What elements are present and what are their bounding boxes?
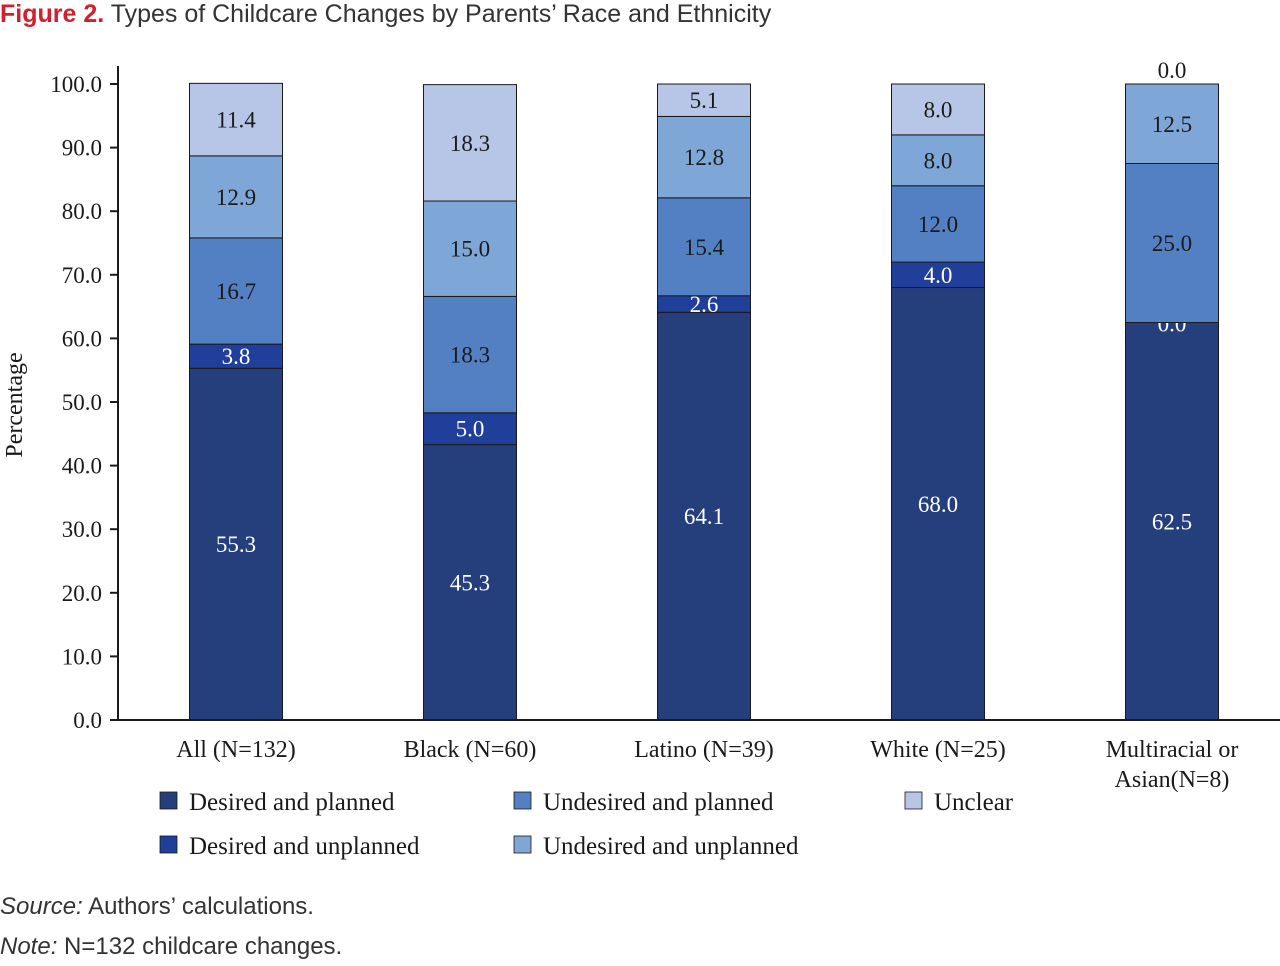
legend-item: Undesired and unplanned [513,833,799,860]
bar-segment [891,287,985,721]
data-label: 45.3 [450,570,490,595]
bar-stack: 45.3 5.0 18.3 15.0 18.3 [423,84,517,721]
legend-swatch [904,791,923,810]
note-label: Note: [0,933,58,960]
data-label: 5.0 [456,417,485,442]
data-label: 12.9 [216,185,256,210]
bar-stack: 64.12.615.412.85.1 [657,83,751,721]
source-label: Source: [0,893,83,920]
bar-stack: 62.50.025.012.50.0 [1125,58,1219,721]
x-axis: All (N=132) Black (N=60) Latino (N=39) Whit… [118,719,1280,793]
data-label: 11.4 [216,108,256,133]
bar-segment [423,444,517,721]
data-label: 18.3 [450,343,490,368]
bar-segment [1125,83,1219,164]
figure-title-text: Types of Childcare Changes by Parents’ R… [110,0,772,28]
y-tick-label: 90.0 [62,136,102,161]
data-label: 0.0 [1158,58,1187,83]
bar-segment [657,311,751,721]
data-label: 12.0 [918,212,958,237]
y-tick-label: 60.0 [62,326,102,351]
y-tick-label: 40.0 [62,454,102,479]
legend-label: Undesired and unplanned [543,833,799,860]
note-text: N=132 childcare changes. [57,933,343,960]
bar-segment [891,261,985,289]
legend-label: Desired and unplanned [189,833,420,860]
data-label: 15.4 [684,235,725,260]
source-text: Authors’ calculations. [82,893,314,920]
x-tick-label: Multiracial or [1106,737,1239,763]
y-tick-label: 80.0 [62,199,102,224]
bar-segment [423,200,517,297]
bar-segment [423,412,517,446]
x-tick-label: Latino (N=39) [634,737,774,763]
bar-segment [891,185,985,263]
legend-item: Undesired and planned [513,789,774,816]
bars: 55.3 3.8 16.7 12.9 11.4 45.3 5.0 18.3 15.0 18.3 64… [189,58,1219,721]
stacked-bar-chart: 0.0 10.0 20.0 30.0 40.0 50.0 60.0 70.0 80.0 90.0 1… [2,58,1280,860]
data-label: 62.5 [1152,509,1192,534]
bar-segment [657,83,751,117]
figure-number: Figure 2. [0,0,105,28]
data-label: 68.0 [918,492,958,517]
bar-segment [657,197,751,297]
bar-segment [189,155,283,239]
data-label: 3.8 [222,344,251,369]
x-tick-label: Asian(N=8) [1115,767,1230,793]
data-label: 55.3 [216,532,256,557]
data-label: 16.7 [216,279,256,304]
legend-swatch [513,791,532,810]
y-tick-label: 10.0 [62,644,102,669]
bar-segment [189,82,283,157]
note: Note: N=132 childcare changes. [0,933,800,961]
chart-title: Figure 2. Types of Childcare Changes by … [0,0,1280,34]
data-label: 12.8 [684,145,724,170]
x-tick-label: Black (N=60) [404,737,537,763]
legend: Desired and planned Desired and unplanned… [159,789,1014,860]
y-tick-label: 100.0 [50,72,102,97]
bar-segment [657,115,751,199]
data-label: 25.0 [1152,231,1192,256]
legend-swatch [513,835,532,854]
data-label: 18.3 [450,131,490,156]
data-label: 12.5 [1152,112,1192,137]
y-tick-label: 70.0 [62,263,102,288]
source-note: Source: Authors’ calculations. [0,893,800,921]
data-label: 8.0 [924,148,953,173]
y-tick-label: 50.0 [62,390,102,415]
data-label: 5.1 [690,88,719,113]
bar-stack: 55.3 3.8 16.7 12.9 11.4 [189,82,283,721]
bar-segment [891,134,985,187]
y-tick-label: 20.0 [62,581,102,606]
data-label: 15.0 [450,237,490,262]
x-tick-label: White (N=25) [870,737,1006,763]
y-tick-label: 0.0 [73,708,102,733]
bar-segment [1125,322,1219,721]
y-axis-label: Percentage [2,352,28,457]
legend-item: Unclear [904,789,1014,816]
bar-segment [423,295,517,414]
legend-item: Desired and planned [159,789,395,816]
legend-label: Undesired and planned [543,789,774,816]
legend-swatch [159,791,178,810]
x-tick-label: All (N=132) [176,737,296,763]
bar-segment [1125,163,1219,323]
bar-segment [891,83,985,136]
legend-label: Desired and planned [189,789,395,816]
bar-stack: 68.0 4.0 12.0 8.0 8.0 [891,83,985,721]
bar-segment [423,84,517,202]
data-label: 8.0 [924,97,953,122]
y-axis: 0.0 10.0 20.0 30.0 40.0 50.0 60.0 70.0 80.0 90.0 1… [50,66,119,733]
legend-swatch [159,835,178,854]
legend-item: Desired and unplanned [159,833,420,860]
data-label: 4.0 [924,263,953,288]
data-label: 64.1 [684,504,724,529]
legend-label: Unclear [934,789,1014,816]
y-tick-label: 30.0 [62,517,102,542]
